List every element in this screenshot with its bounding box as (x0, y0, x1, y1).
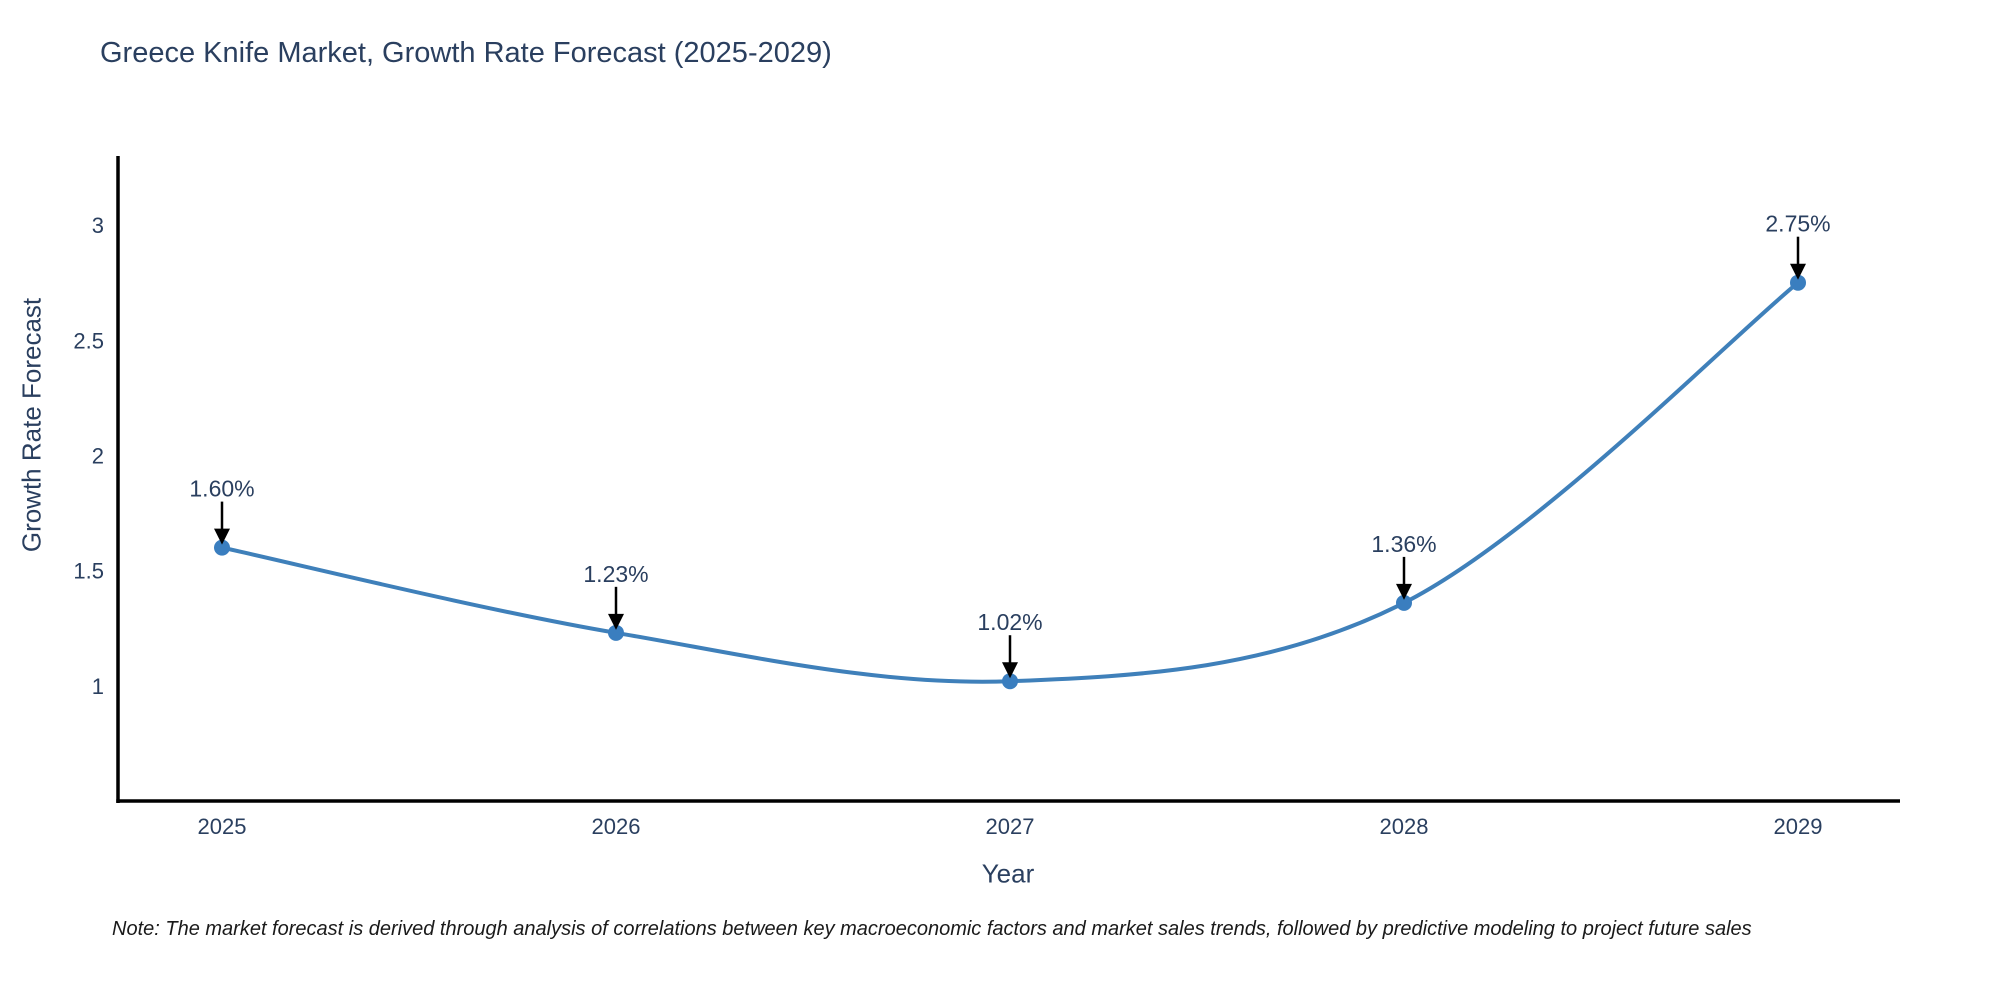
annotation-label: 1.36% (1371, 531, 1436, 557)
annotation-label: 1.02% (977, 609, 1042, 635)
x-tick-label: 2025 (198, 814, 247, 839)
annotation-label: 1.23% (583, 561, 648, 587)
annotation-arrowhead (214, 528, 230, 545)
x-tick-label: 2029 (1774, 814, 1823, 839)
annotation-arrowhead (1002, 662, 1018, 679)
data-point (1002, 673, 1018, 690)
chart-title: Greece Knife Market, Growth Rate Forecas… (100, 37, 832, 69)
x-tick-label: 2026 (592, 814, 641, 839)
data-point (214, 539, 230, 556)
annotation-arrowhead (1790, 263, 1806, 280)
annotation-arrowhead (608, 613, 624, 630)
x-tick-label: 2028 (1380, 814, 1429, 839)
y-tick-label: 3 (92, 213, 104, 238)
data-point (608, 624, 624, 641)
x-axis-title: Year (981, 858, 1035, 889)
y-tick-label: 1.5 (73, 559, 104, 584)
data-point (1396, 594, 1412, 611)
footnote-text: Note: The market forecast is derived thr… (112, 918, 1752, 940)
y-tick-label: 2.5 (73, 328, 104, 353)
annotation-label: 1.60% (189, 476, 254, 502)
x-tick-label: 2027 (986, 814, 1035, 839)
y-tick-label: 1 (92, 674, 104, 699)
y-tick-label: 2 (92, 443, 104, 468)
data-point (1790, 274, 1806, 291)
annotation-arrowhead (1396, 583, 1412, 600)
annotation-label: 2.75% (1765, 211, 1830, 237)
series-line (220, 280, 1800, 684)
